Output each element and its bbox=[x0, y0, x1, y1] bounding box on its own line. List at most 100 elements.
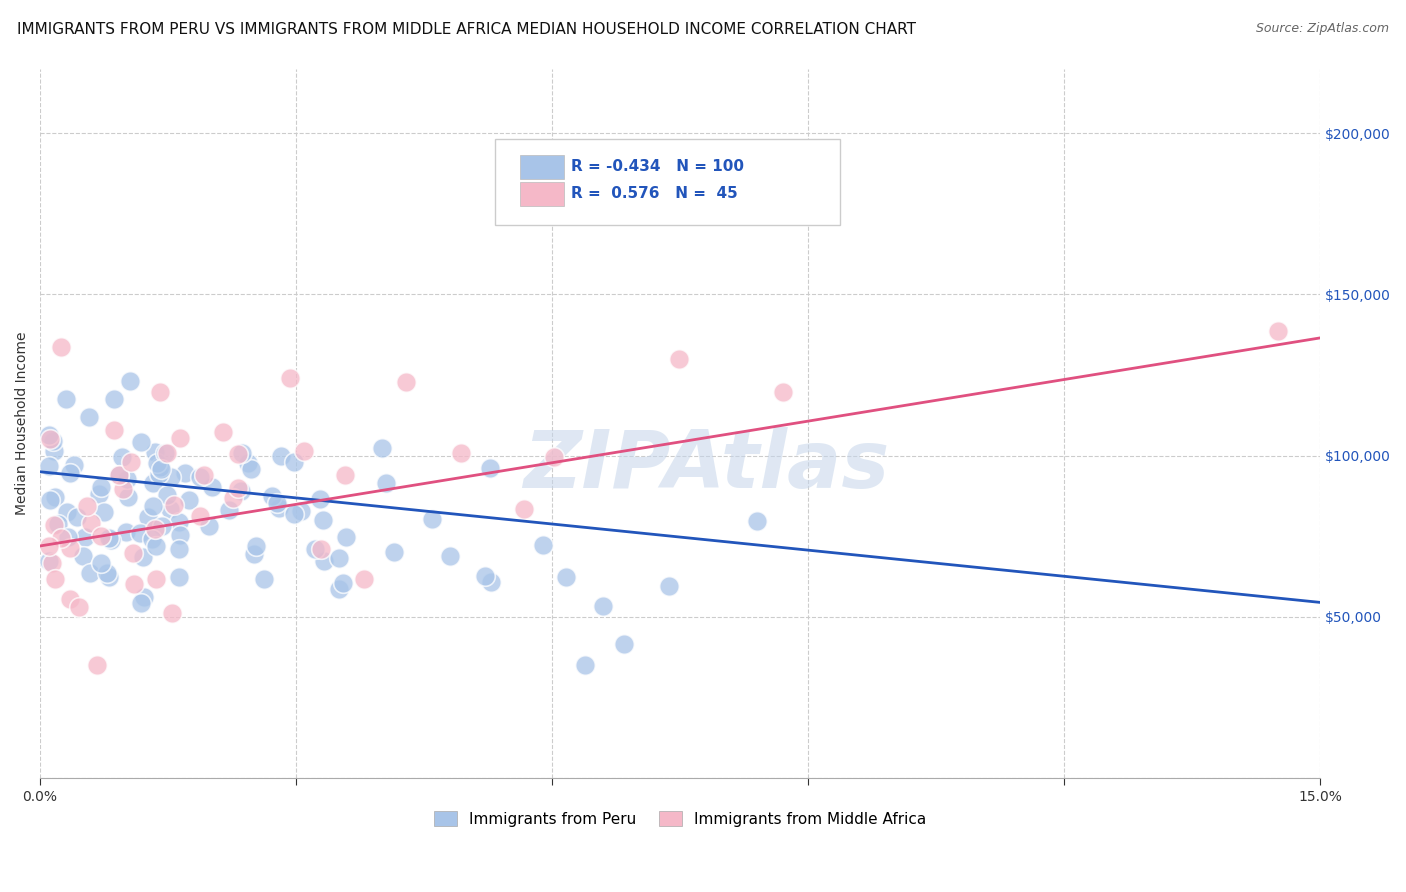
Point bbox=[143, 522, 166, 536]
Point bbox=[188, 508, 211, 523]
Point bbox=[242, 547, 264, 561]
Point bbox=[162, 606, 184, 620]
Point bbox=[63, 458, 86, 472]
Point bbox=[174, 466, 197, 480]
Point bbox=[122, 546, 145, 560]
Point bbox=[772, 384, 794, 399]
Point bbox=[100, 533, 122, 547]
Point bbox=[107, 467, 129, 482]
Point bbox=[167, 569, 190, 583]
Point bbox=[122, 576, 145, 591]
Point bbox=[479, 575, 502, 590]
Point bbox=[150, 462, 173, 476]
Point bbox=[96, 566, 118, 581]
Point bbox=[474, 568, 496, 582]
Point bbox=[278, 371, 301, 385]
Point bbox=[86, 658, 108, 673]
Point bbox=[142, 500, 165, 514]
Point bbox=[103, 392, 125, 406]
Point bbox=[129, 596, 152, 610]
Point bbox=[395, 375, 418, 389]
Point bbox=[153, 446, 176, 460]
Point bbox=[114, 524, 136, 539]
Point bbox=[193, 468, 215, 483]
Point bbox=[314, 554, 336, 568]
Point bbox=[333, 467, 356, 482]
Point bbox=[138, 510, 160, 524]
Point bbox=[374, 476, 396, 491]
Point bbox=[371, 442, 394, 456]
Point bbox=[38, 458, 60, 473]
Point bbox=[145, 572, 167, 586]
Point bbox=[162, 498, 184, 512]
Point bbox=[211, 425, 233, 439]
Point bbox=[38, 554, 60, 568]
Point bbox=[90, 556, 112, 570]
Point bbox=[231, 446, 253, 460]
Point bbox=[513, 502, 536, 516]
Point bbox=[76, 499, 98, 513]
Point bbox=[98, 570, 121, 584]
Y-axis label: Median Household Income: Median Household Income bbox=[15, 332, 30, 515]
Point bbox=[44, 518, 66, 533]
Point bbox=[197, 519, 219, 533]
Point bbox=[290, 504, 312, 518]
Point bbox=[169, 527, 191, 541]
Point bbox=[253, 572, 276, 586]
Point bbox=[148, 467, 170, 481]
Point bbox=[120, 374, 142, 388]
Point bbox=[98, 532, 121, 546]
Point bbox=[39, 493, 62, 508]
Point bbox=[148, 385, 170, 400]
Point bbox=[312, 513, 335, 527]
Point bbox=[283, 455, 305, 469]
FancyBboxPatch shape bbox=[520, 155, 564, 179]
Point bbox=[236, 456, 259, 470]
Point bbox=[309, 492, 332, 507]
Point bbox=[328, 582, 350, 596]
Point bbox=[574, 658, 596, 673]
Point bbox=[328, 550, 350, 565]
Text: IMMIGRANTS FROM PERU VS IMMIGRANTS FROM MIDDLE AFRICA MEDIAN HOUSEHOLD INCOME CO: IMMIGRANTS FROM PERU VS IMMIGRANTS FROM … bbox=[17, 22, 915, 37]
Point bbox=[201, 480, 224, 494]
Point bbox=[658, 579, 681, 593]
Text: R =  0.576   N =  45: R = 0.576 N = 45 bbox=[571, 186, 738, 201]
Point bbox=[745, 514, 768, 528]
Point bbox=[226, 481, 249, 495]
Point bbox=[67, 600, 90, 615]
Point bbox=[103, 423, 125, 437]
Point bbox=[240, 461, 263, 475]
Point bbox=[150, 519, 173, 533]
Point bbox=[56, 530, 79, 544]
Point bbox=[159, 469, 181, 483]
Point bbox=[267, 501, 290, 516]
Point bbox=[283, 508, 305, 522]
Point bbox=[44, 444, 66, 458]
Point bbox=[111, 482, 134, 496]
Point bbox=[382, 545, 405, 559]
Point bbox=[450, 445, 472, 459]
Text: R = -0.434   N = 100: R = -0.434 N = 100 bbox=[571, 159, 744, 174]
Point bbox=[59, 592, 82, 607]
Point bbox=[145, 445, 167, 459]
Legend: Immigrants from Peru, Immigrants from Middle Africa: Immigrants from Peru, Immigrants from Mi… bbox=[426, 803, 934, 834]
Point bbox=[543, 450, 565, 464]
Point bbox=[149, 460, 172, 475]
Point bbox=[79, 516, 101, 531]
Point bbox=[668, 351, 690, 366]
Point bbox=[156, 446, 179, 460]
Text: Source: ZipAtlas.com: Source: ZipAtlas.com bbox=[1256, 22, 1389, 36]
Point bbox=[51, 531, 73, 545]
Point bbox=[56, 505, 79, 519]
Point bbox=[115, 472, 138, 486]
Point bbox=[335, 530, 357, 544]
Point bbox=[439, 549, 461, 563]
Point bbox=[117, 490, 139, 504]
Point bbox=[66, 510, 89, 524]
Point bbox=[134, 590, 156, 604]
Text: ZIPAtlas: ZIPAtlas bbox=[523, 427, 889, 505]
Point bbox=[353, 572, 375, 586]
Point bbox=[129, 525, 152, 540]
Point bbox=[120, 455, 142, 469]
Point bbox=[90, 529, 112, 543]
